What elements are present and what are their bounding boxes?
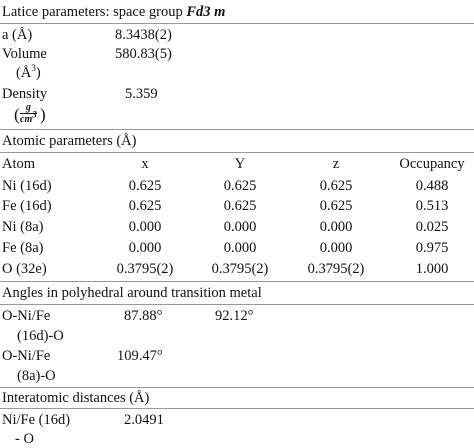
col-header-z: z [332,156,340,172]
table-row-occupancy: 0.488 [415,178,449,194]
volume-unit-prefix: (Å [16,65,32,81]
density-unit-den: cm3 [20,110,37,125]
density-unit-close: ) [40,105,46,124]
table-row-atom: Fe (8a) [2,240,44,256]
section-divider [0,23,474,24]
table-row-z: 0.3795(2) [307,261,365,277]
table-row-y: 0.625 [223,178,257,194]
angle-row-label-cont: (16d)-O [17,328,64,344]
section-divider [0,281,474,282]
table-row-occupancy: 0.975 [415,240,449,256]
density-label: Density [2,86,48,102]
table-row-x: 0.625 [128,198,162,214]
table-row-x: 0.625 [128,178,162,194]
table-row-y: 0.000 [223,219,257,235]
density-unit-den-sup: 3 [32,109,37,120]
distances-heading: Interatomic distances (Å) [2,390,150,406]
col-header-atom: Atom [2,156,36,172]
lattice-heading-text: Latice parameters: space group [2,4,187,20]
atomic-heading: Atomic parameters (Å) [2,133,137,149]
col-header-x: x [141,156,149,172]
table-row-atom: O (32e) [2,261,47,277]
angles-heading: Angles in polyhedral around transition m… [2,285,262,301]
fraction-bar [20,113,37,114]
section-divider [0,152,474,153]
angle-row-label: O-Ni/Fe [2,308,51,324]
table-row-x: 0.000 [128,240,162,256]
volume-unit-sup: 3 [31,63,36,74]
table-row-occupancy: 0.513 [415,198,449,214]
density-unit-fraction: g cm3 [20,102,37,125]
distance-row-label: Ni/Fe (16d) [2,412,71,428]
volume-label: Volume [2,46,47,62]
density-value: 5.359 [125,86,158,102]
space-group: Fd3 m [186,4,226,20]
density-unit-num: g [25,102,31,113]
volume-value: 580.83(5) [115,46,172,62]
lattice-heading: Latice parameters: space group Fd3 m [2,3,225,21]
table-row-atom: Fe (16d) [2,198,52,214]
angle-row-label-cont: (8a)-O [17,368,56,384]
section-divider [0,408,474,409]
table-row-x: 0.000 [128,219,162,235]
table-row-atom: Ni (8a) [2,219,44,235]
table-row-z: 0.625 [319,198,353,214]
angle-value: 87.88° [124,308,163,324]
table-row-z: 0.000 [319,219,353,235]
table-row-occupancy: 0.025 [415,219,449,235]
angle-value: 109.47° [117,348,163,364]
table-row-x: 0.3795(2) [116,261,174,277]
col-header-occupancy: Occupancy [399,156,465,172]
distance-value: 2.0491 [124,412,164,428]
density-unit-den-text: cm [20,114,33,125]
section-divider [0,129,474,130]
table-row-z: 0.000 [319,240,353,256]
a-label: a (Å) [2,27,33,43]
table-row-y: 0.000 [223,240,257,256]
distance-row-label-cont: - O [15,431,34,447]
table-row-occupancy: 1.000 [415,261,449,277]
table-row-y: 0.625 [223,198,257,214]
density-unit-open: ( [14,105,20,124]
table-row-z: 0.625 [319,178,353,194]
section-divider [0,387,474,388]
table-row-atom: Ni (16d) [2,178,52,194]
table-row-y: 0.3795(2) [211,261,269,277]
volume-unit: (Å3) [16,64,41,82]
volume-unit-suffix: ) [35,65,41,81]
a-value: 8.3438(2) [115,27,172,43]
angle-row-label: O-Ni/Fe [2,348,51,364]
angle-value: 92.12° [215,308,254,324]
col-header-y: Y [234,156,246,172]
section-divider [0,304,474,305]
